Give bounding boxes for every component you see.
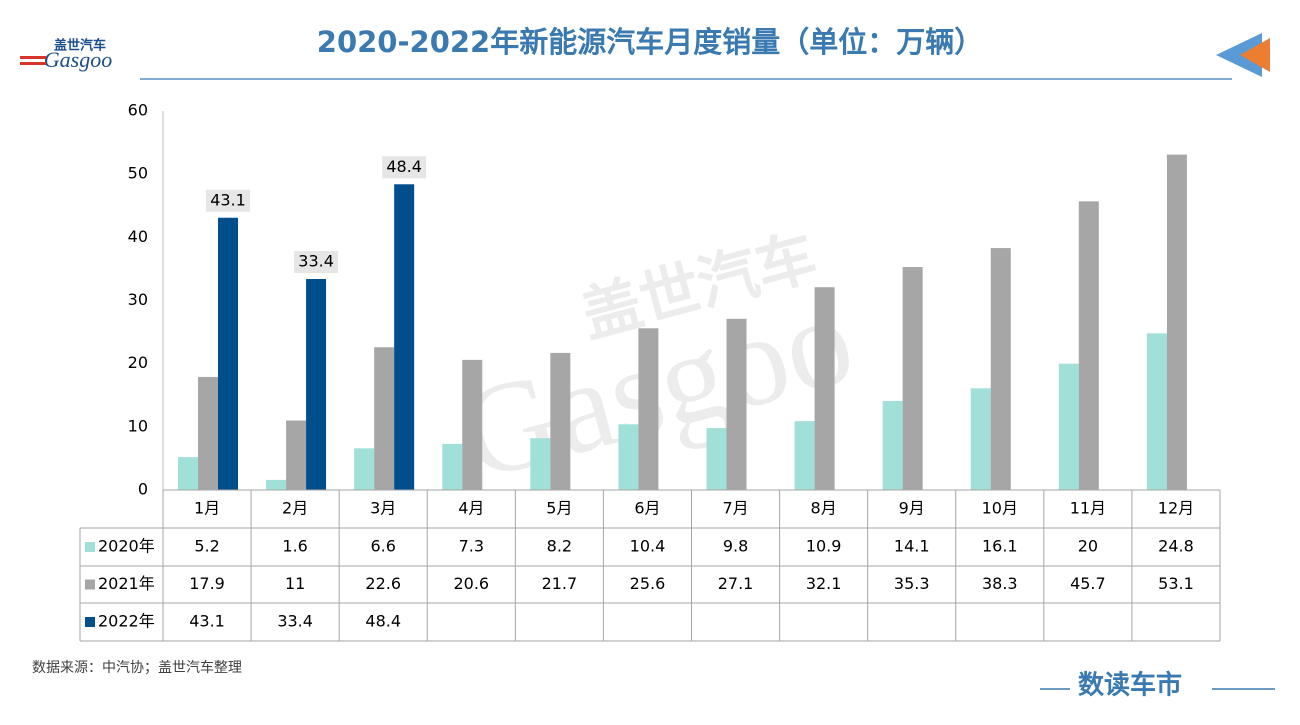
table-value: 16.1 bbox=[982, 537, 1018, 556]
logo-brand: Gasgoo bbox=[44, 47, 112, 72]
bar bbox=[794, 421, 815, 490]
table-value: 5.2 bbox=[194, 537, 219, 556]
logo-stripe bbox=[20, 62, 46, 65]
bar bbox=[1146, 333, 1167, 490]
data-label-bg bbox=[294, 251, 339, 274]
legend-label: 2021年 bbox=[98, 574, 155, 593]
table-value: 11 bbox=[285, 574, 305, 593]
table-value: 53.1 bbox=[1158, 574, 1194, 593]
y-tick-label: 10 bbox=[128, 416, 148, 435]
bar bbox=[814, 287, 835, 490]
x-tick-label: 12月 bbox=[1158, 499, 1194, 518]
x-tick-label: 1月 bbox=[194, 499, 220, 518]
bar bbox=[442, 443, 463, 490]
table-value: 27.1 bbox=[718, 574, 754, 593]
data-label-bg bbox=[382, 156, 427, 179]
logo-stripe bbox=[20, 56, 46, 59]
nav-icon bbox=[1240, 38, 1270, 72]
table-value: 20 bbox=[1078, 537, 1098, 556]
logo-name: 盖世汽车 bbox=[54, 38, 106, 54]
data-label-bg bbox=[206, 189, 250, 212]
table-value: 33.4 bbox=[277, 612, 313, 631]
plot: 0 10 20 30 40 50 60 43.1 33.4 48.4 1月 2月 3月 4月 5月 6月 7月 8… bbox=[79, 101, 1221, 642]
bar bbox=[198, 376, 218, 490]
table-value: 38.3 bbox=[982, 574, 1018, 593]
table-value: 1.6 bbox=[282, 537, 307, 556]
table-value: 48.4 bbox=[365, 612, 401, 631]
table-value: 25.6 bbox=[630, 574, 666, 593]
bar bbox=[394, 184, 415, 491]
bar bbox=[1166, 154, 1187, 490]
table-value: 24.8 bbox=[1158, 537, 1194, 556]
data-label: 48.4 bbox=[386, 157, 422, 176]
bar bbox=[882, 400, 903, 490]
bar bbox=[374, 347, 395, 490]
y-tick-label: 30 bbox=[128, 290, 148, 309]
y-tick-label: 0 bbox=[138, 480, 148, 499]
x-tick-label: 3月 bbox=[370, 499, 396, 518]
legend-swatch bbox=[85, 542, 95, 552]
data-label: 43.1 bbox=[210, 190, 246, 209]
legend-swatch bbox=[85, 617, 95, 627]
bar bbox=[618, 424, 639, 490]
bar bbox=[1078, 201, 1099, 490]
table-value: 21.7 bbox=[542, 574, 578, 593]
source-note: 数据来源：中汽协；盖世汽车整理 bbox=[32, 659, 242, 676]
table-value: 8.2 bbox=[547, 537, 572, 556]
nav-icon bbox=[1216, 33, 1262, 77]
data-label: 33.4 bbox=[298, 252, 334, 271]
legend-label: 2020年 bbox=[98, 537, 155, 556]
x-tick-label: 5月 bbox=[546, 499, 572, 518]
table-value: 32.1 bbox=[806, 574, 842, 593]
bar bbox=[306, 279, 327, 490]
y-tick-label: 50 bbox=[128, 164, 148, 183]
table-value: 22.6 bbox=[365, 574, 401, 593]
bar bbox=[266, 479, 287, 490]
bar bbox=[990, 248, 1011, 490]
x-tick-label: 11月 bbox=[1070, 499, 1106, 518]
y-tick-label: 60 bbox=[128, 101, 148, 120]
y-tick-label: 40 bbox=[128, 227, 148, 246]
bar bbox=[530, 438, 551, 490]
x-tick-label: 4月 bbox=[458, 499, 484, 518]
x-tick-label: 7月 bbox=[722, 499, 748, 518]
table-value: 45.7 bbox=[1070, 574, 1106, 593]
table-value: 7.3 bbox=[459, 537, 484, 556]
bar bbox=[638, 328, 659, 490]
y-tick-label: 20 bbox=[128, 353, 148, 372]
bar bbox=[354, 448, 375, 490]
x-tick-label: 8月 bbox=[811, 499, 837, 518]
x-tick-label: 10月 bbox=[982, 499, 1018, 518]
bar bbox=[550, 352, 571, 490]
legend-label: 2022年 bbox=[98, 612, 155, 631]
table-value: 20.6 bbox=[453, 574, 489, 593]
table-value: 9.8 bbox=[723, 537, 748, 556]
bar bbox=[286, 420, 307, 490]
chart-title: 2020-2022年新能源汽车月度销量（单位：万辆） bbox=[317, 25, 983, 59]
table-value: 10.4 bbox=[630, 537, 666, 556]
bar bbox=[1058, 363, 1079, 490]
legend-swatch bbox=[85, 579, 95, 590]
table-value: 43.1 bbox=[189, 612, 225, 631]
x-tick-label: 2月 bbox=[282, 499, 308, 518]
footer-brand: 数读车市 bbox=[1078, 670, 1182, 701]
table-value: 35.3 bbox=[894, 574, 930, 593]
bar bbox=[902, 267, 923, 490]
bar bbox=[462, 359, 483, 490]
table-value: 14.1 bbox=[894, 537, 930, 556]
bar bbox=[706, 428, 727, 490]
bar bbox=[178, 457, 198, 490]
table-value: 17.9 bbox=[189, 574, 225, 593]
bar bbox=[726, 318, 747, 490]
table-value: 6.6 bbox=[370, 537, 395, 556]
x-tick-label: 9月 bbox=[899, 499, 925, 518]
x-tick-label: 6月 bbox=[634, 499, 660, 518]
bar bbox=[970, 388, 991, 490]
bar bbox=[218, 217, 238, 491]
table-value: 10.9 bbox=[806, 537, 842, 556]
